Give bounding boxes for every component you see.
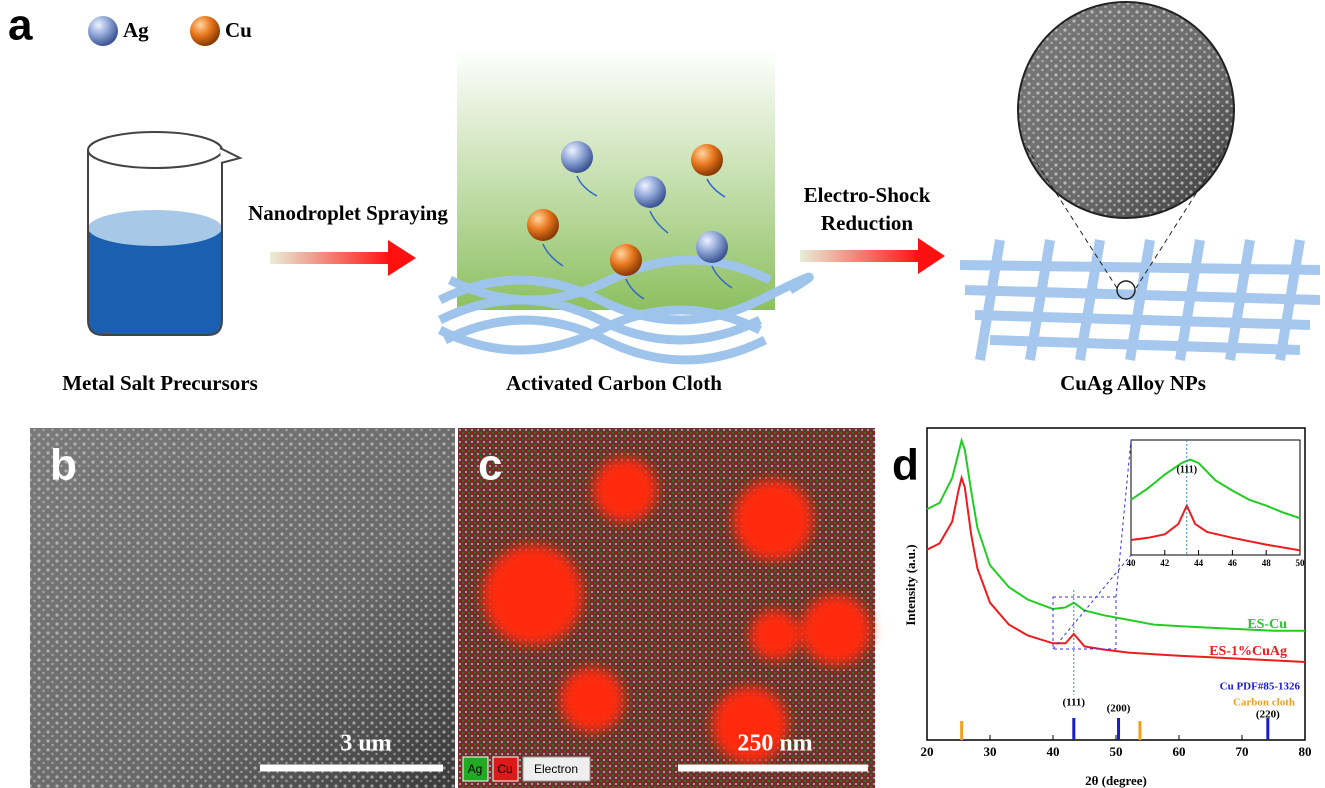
x-tick-label: 46 [1228, 558, 1238, 568]
panel-label: c [478, 441, 502, 490]
x-tick-label: 60 [1173, 744, 1186, 759]
x-tick-label: 80 [1299, 744, 1312, 759]
legend-ag: Ag [123, 18, 149, 42]
x-tick-label: 30 [984, 744, 997, 759]
scale-text: 250 nm [737, 731, 812, 757]
step-label: CuAg Alloy NPs [1060, 371, 1206, 395]
figure: a Ag Cu Nanodroplet Spraying Electro-Sho… [0, 0, 1325, 788]
x-tick-label: 40 [1047, 744, 1060, 759]
panel-label: d [892, 441, 919, 490]
hkl-label: (200) [1107, 703, 1131, 715]
y-axis-label: Intensity (a.u.) [903, 544, 918, 625]
step-label: Metal Salt Precursors [62, 371, 258, 395]
x-tick-label: 50 [1296, 558, 1306, 568]
channel-label: Cu [497, 762, 512, 776]
panel-label: a [8, 1, 33, 50]
x-tick-label: 50 [1110, 744, 1123, 759]
x-tick-label: 40 [1127, 558, 1137, 568]
arrow [800, 250, 920, 262]
series-label: ES-1%CuAg [1209, 644, 1287, 659]
arrow-label: Nanodroplet Spraying [248, 201, 448, 225]
ag-icon [88, 16, 118, 46]
legend-cu: Cu [225, 18, 252, 42]
inset-frame [1131, 440, 1300, 555]
x-tick-label: 20 [921, 744, 934, 759]
arrow [270, 252, 390, 264]
arrow-label: Electro-Shock [804, 183, 931, 207]
hkl-label: (111) [1062, 697, 1085, 709]
reference-name: Carbon cloth [1233, 697, 1295, 709]
marker-label: (111) [1176, 464, 1197, 475]
x-tick-label: 42 [1160, 558, 1170, 568]
step-label: Activated Carbon Cloth [506, 371, 722, 395]
cu-icon [190, 16, 220, 46]
reference-name: Cu PDF#85-1326 [1220, 681, 1301, 693]
channel-label: Ag [468, 762, 483, 776]
scale-text: 3 um [340, 731, 391, 757]
channel-label: Electron [534, 762, 578, 776]
panel-label: b [50, 441, 77, 490]
x-axis-label: 2θ (degree) [1085, 773, 1147, 788]
x-tick-label: 70 [1236, 744, 1249, 759]
x-tick-label: 48 [1262, 558, 1272, 568]
series-label: ES-Cu [1247, 617, 1287, 632]
x-tick-label: 44 [1194, 558, 1204, 568]
hkl-label: (220) [1256, 709, 1280, 721]
arrow-label: Reduction [821, 211, 913, 235]
